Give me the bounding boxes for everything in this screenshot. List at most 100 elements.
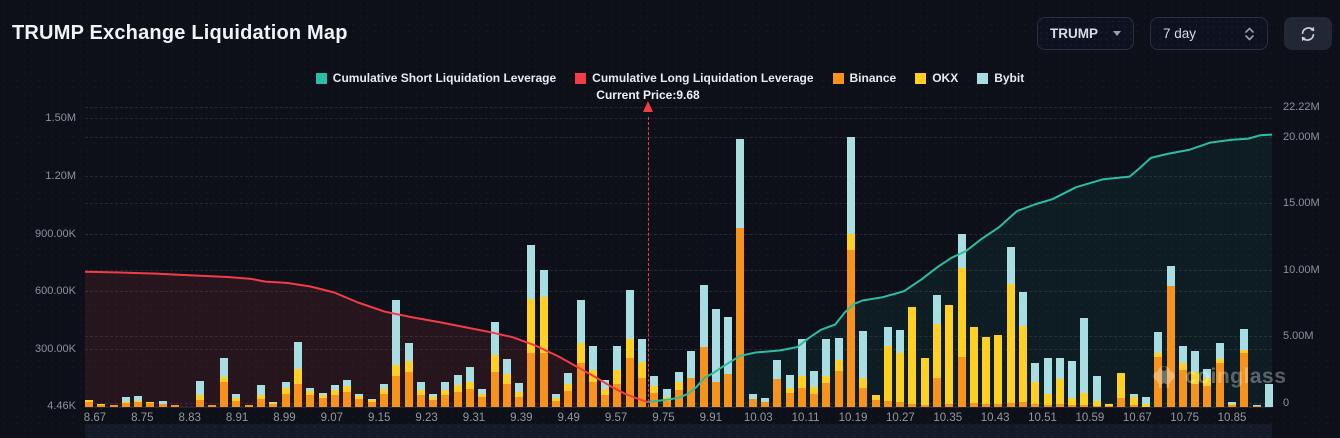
liquidation-bar[interactable] (257, 384, 266, 407)
liquidation-bar[interactable] (429, 394, 438, 407)
liquidation-bar[interactable] (1080, 318, 1089, 407)
liquidation-bar[interactable] (564, 373, 573, 407)
liquidation-bar[interactable] (318, 392, 327, 407)
liquidation-bar[interactable] (871, 394, 880, 407)
liquidation-bar[interactable] (478, 389, 487, 407)
legend-item-0[interactable]: Cumulative Short Liquidation Leverage (315, 71, 556, 85)
liquidation-bar[interactable] (1154, 331, 1163, 407)
liquidation-bar[interactable] (121, 397, 130, 407)
liquidation-bar[interactable] (244, 404, 253, 407)
liquidation-bar[interactable] (171, 405, 180, 407)
liquidation-bar[interactable] (195, 381, 204, 407)
liquidation-bar[interactable] (994, 334, 1003, 407)
liquidation-bar[interactable] (797, 338, 806, 407)
liquidation-bar[interactable] (724, 317, 733, 407)
liquidation-bar[interactable] (1055, 357, 1064, 407)
liquidation-bar[interactable] (933, 295, 941, 407)
liquidation-bar[interactable] (822, 338, 831, 407)
liquidation-bar[interactable] (490, 321, 499, 407)
liquidation-bar[interactable] (355, 394, 364, 407)
liquidation-bar[interactable] (1043, 357, 1052, 407)
liquidation-bar[interactable] (379, 383, 388, 407)
liquidation-bar[interactable] (896, 329, 905, 407)
liquidation-bar[interactable] (674, 372, 683, 407)
liquidation-bar[interactable] (883, 327, 892, 407)
liquidation-bar[interactable] (232, 393, 241, 407)
liquidation-bar[interactable] (1031, 362, 1040, 407)
chart-scrollbar[interactable] (85, 424, 1272, 438)
liquidation-bar[interactable] (465, 366, 474, 407)
liquidation-bar[interactable] (207, 404, 216, 407)
liquidation-bar[interactable] (1227, 402, 1236, 407)
liquidation-bar[interactable] (1006, 247, 1015, 407)
liquidation-bar[interactable] (1129, 393, 1138, 407)
liquidation-bar[interactable] (343, 380, 352, 407)
liquidation-bar[interactable] (748, 393, 757, 407)
liquidation-bar[interactable] (97, 404, 106, 407)
liquidation-bar[interactable] (576, 299, 585, 407)
liquidation-bar[interactable] (957, 233, 966, 407)
liquidation-bar[interactable] (515, 383, 524, 407)
liquidation-bar[interactable] (662, 389, 671, 407)
liquidation-bar[interactable] (588, 345, 597, 407)
liquidation-bar[interactable] (699, 284, 708, 407)
liquidation-bar[interactable] (613, 345, 622, 407)
liquidation-bar[interactable] (1240, 329, 1249, 407)
liquidation-bar[interactable] (785, 375, 794, 407)
liquidation-bar[interactable] (527, 245, 536, 407)
liquidation-bar[interactable] (760, 398, 769, 407)
liquidation-bar[interactable] (330, 385, 339, 407)
liquidation-bar[interactable] (392, 300, 401, 407)
liquidation-bar[interactable] (134, 396, 143, 407)
legend-item-1[interactable]: Cumulative Long Liquidation Leverage (575, 71, 814, 85)
symbol-select[interactable]: TRUMP (1037, 17, 1134, 50)
liquidation-bar[interactable] (281, 381, 290, 407)
legend-item-3[interactable]: OKX (915, 71, 958, 85)
liquidation-bar[interactable] (1092, 376, 1101, 407)
period-select[interactable]: 7 day (1150, 17, 1268, 50)
liquidation-bar[interactable] (969, 327, 978, 407)
liquidation-bar[interactable] (416, 381, 425, 407)
liquidation-bar[interactable] (687, 351, 696, 407)
liquidation-bar[interactable] (1252, 405, 1261, 407)
liquidation-bar[interactable] (1166, 266, 1175, 407)
liquidation-bar[interactable] (982, 336, 991, 407)
liquidation-bar[interactable] (920, 357, 929, 407)
liquidation-bar[interactable] (736, 139, 745, 407)
liquidation-bar[interactable] (441, 381, 450, 407)
liquidation-bar[interactable] (552, 394, 561, 407)
liquidation-bar[interactable] (1019, 292, 1028, 407)
liquidation-bar[interactable] (1105, 404, 1114, 407)
liquidation-bar[interactable] (810, 371, 819, 407)
liquidation-bar[interactable] (945, 304, 954, 407)
liquidation-bar[interactable] (834, 337, 843, 407)
liquidation-bar[interactable] (367, 398, 376, 407)
liquidation-bar[interactable] (1215, 343, 1224, 407)
liquidation-bar[interactable] (502, 358, 511, 407)
liquidation-bar[interactable] (908, 306, 917, 407)
liquidation-bar[interactable] (773, 359, 782, 407)
liquidation-bar[interactable] (859, 330, 868, 407)
legend-item-2[interactable]: Binance (832, 71, 896, 85)
liquidation-bar[interactable] (220, 358, 229, 407)
legend-item-4[interactable]: Bybit (977, 71, 1024, 85)
liquidation-bar[interactable] (1264, 383, 1273, 407)
liquidation-bar[interactable] (711, 308, 720, 407)
liquidation-bar[interactable] (1203, 369, 1212, 407)
liquidation-bar[interactable] (625, 290, 634, 407)
liquidation-bar[interactable] (1117, 373, 1126, 407)
liquidation-bar[interactable] (306, 388, 315, 407)
liquidation-bar[interactable] (539, 270, 548, 407)
liquidation-bar[interactable] (453, 374, 462, 407)
liquidation-bar[interactable] (638, 338, 647, 407)
liquidation-bar[interactable] (846, 137, 855, 407)
liquidation-bar[interactable] (650, 376, 659, 407)
liquidation-bar[interactable] (601, 379, 610, 407)
liquidation-bar[interactable] (109, 405, 118, 407)
liquidation-bar[interactable] (293, 341, 302, 407)
liquidation-bar[interactable] (1178, 346, 1187, 407)
refresh-button[interactable] (1284, 17, 1332, 50)
liquidation-bar[interactable] (1141, 397, 1150, 407)
liquidation-bar[interactable] (404, 343, 413, 407)
liquidation-bar[interactable] (1068, 360, 1077, 407)
